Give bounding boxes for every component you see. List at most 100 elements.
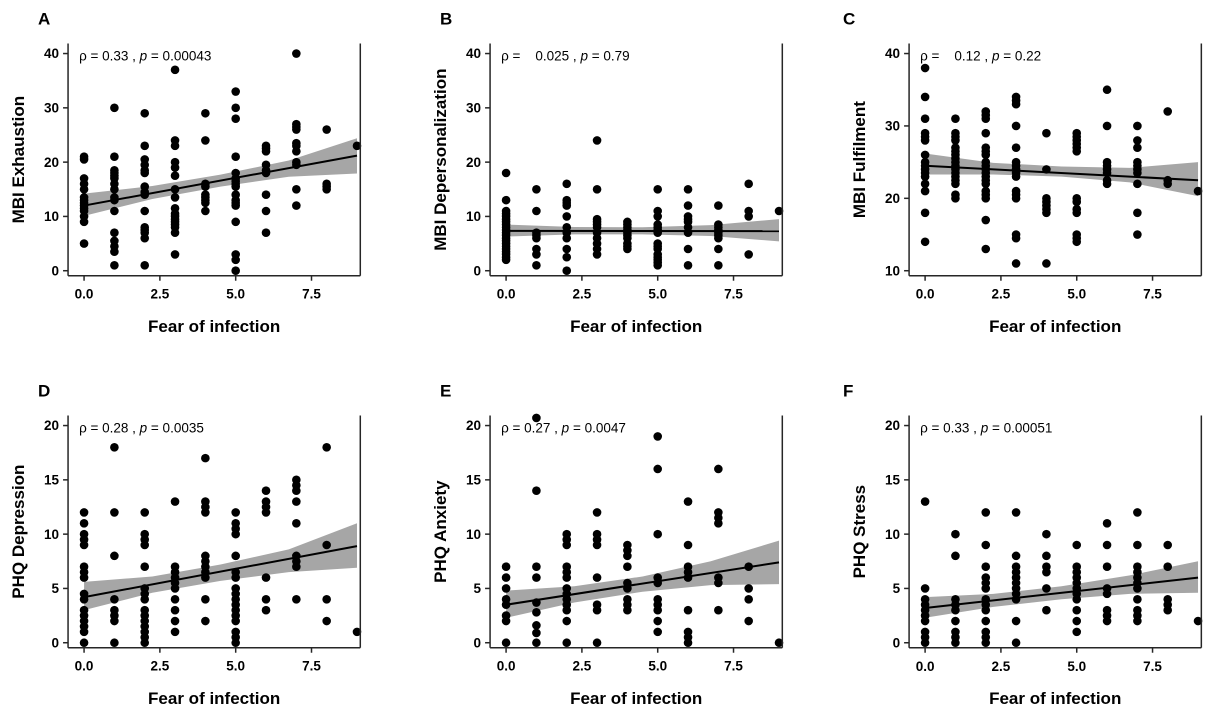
y-tick-label: 40 — [466, 46, 481, 61]
data-point — [951, 530, 960, 539]
data-point — [231, 201, 240, 210]
data-point — [920, 617, 929, 626]
data-point — [171, 185, 180, 194]
data-point — [981, 245, 990, 254]
data-point — [110, 207, 119, 216]
data-point — [1102, 180, 1111, 189]
data-point — [110, 443, 119, 452]
data-point — [1163, 563, 1172, 572]
y-tick-label: 30 — [466, 101, 481, 116]
data-point — [920, 498, 929, 507]
data-point — [171, 142, 180, 151]
x-tick-label: 0.0 — [497, 287, 516, 302]
data-point — [981, 129, 990, 138]
x-tick-label: 5.0 — [649, 287, 668, 302]
data-point — [593, 136, 602, 145]
data-point — [920, 93, 929, 102]
data-point — [140, 142, 149, 151]
data-point — [1072, 595, 1081, 604]
data-point — [981, 639, 990, 648]
data-point — [951, 617, 960, 626]
data-point — [171, 606, 180, 615]
data-point — [684, 228, 693, 237]
data-point — [951, 114, 960, 123]
data-point — [262, 190, 271, 199]
data-point — [684, 541, 693, 550]
y-tick-label: 5 — [474, 581, 482, 596]
data-point — [1163, 180, 1172, 189]
data-point — [292, 201, 301, 210]
data-point — [292, 49, 301, 58]
data-point — [714, 234, 723, 243]
y-tick-label: 5 — [52, 581, 60, 596]
data-point — [532, 639, 541, 648]
y-tick-label: 10 — [44, 527, 59, 542]
data-point — [563, 266, 572, 275]
data-point — [292, 498, 301, 507]
x-axis-title: Fear of infection — [570, 689, 702, 708]
panel-letter: E — [440, 382, 451, 401]
data-point — [80, 239, 89, 248]
data-point — [563, 212, 572, 221]
data-point — [140, 563, 149, 572]
data-point — [593, 574, 602, 583]
data-point — [684, 245, 693, 254]
data-point — [110, 617, 119, 626]
data-point — [1102, 563, 1111, 572]
data-point — [920, 639, 929, 648]
data-point — [110, 639, 119, 648]
data-point — [171, 171, 180, 180]
data-point — [292, 487, 301, 496]
data-point — [231, 114, 240, 123]
data-point — [80, 155, 89, 164]
y-tick-label: 15 — [466, 473, 482, 488]
data-point — [1042, 165, 1051, 174]
data-point — [110, 104, 119, 113]
data-point — [981, 114, 990, 123]
data-point — [1102, 617, 1111, 626]
data-point — [1133, 595, 1142, 604]
data-point — [1042, 606, 1051, 615]
data-point — [231, 87, 240, 96]
y-tick-label: 10 — [44, 209, 59, 224]
data-point — [684, 639, 693, 648]
data-point — [1102, 590, 1111, 599]
data-point — [654, 606, 663, 615]
x-tick-label: 0.0 — [75, 287, 94, 302]
data-point — [654, 185, 663, 194]
data-point — [292, 125, 301, 134]
y-tick-label: 20 — [44, 155, 59, 170]
data-point — [1072, 628, 1081, 637]
data-point — [920, 114, 929, 123]
x-tick-label: 0.0 — [915, 659, 934, 674]
data-point — [201, 595, 210, 604]
data-point — [920, 187, 929, 196]
data-point — [110, 185, 119, 194]
data-point — [1102, 541, 1111, 550]
data-point — [1042, 129, 1051, 138]
data-point — [322, 185, 331, 194]
data-point — [563, 245, 572, 254]
y-tick-label: 0 — [52, 263, 60, 278]
y-axis-title: PHQ Depression — [9, 465, 28, 599]
data-point — [654, 228, 663, 237]
data-point — [981, 541, 990, 550]
data-point — [920, 209, 929, 218]
data-point — [140, 639, 149, 648]
data-point — [1011, 508, 1020, 517]
data-point — [171, 595, 180, 604]
data-point — [110, 196, 119, 205]
data-point — [563, 574, 572, 583]
y-tick-label: 10 — [466, 527, 481, 542]
x-axis-title: Fear of infection — [989, 689, 1121, 708]
data-point — [593, 639, 602, 648]
data-point — [532, 599, 541, 608]
data-point — [502, 584, 511, 593]
data-point — [532, 574, 541, 583]
y-tick-label: 10 — [885, 527, 900, 542]
data-point — [532, 234, 541, 243]
